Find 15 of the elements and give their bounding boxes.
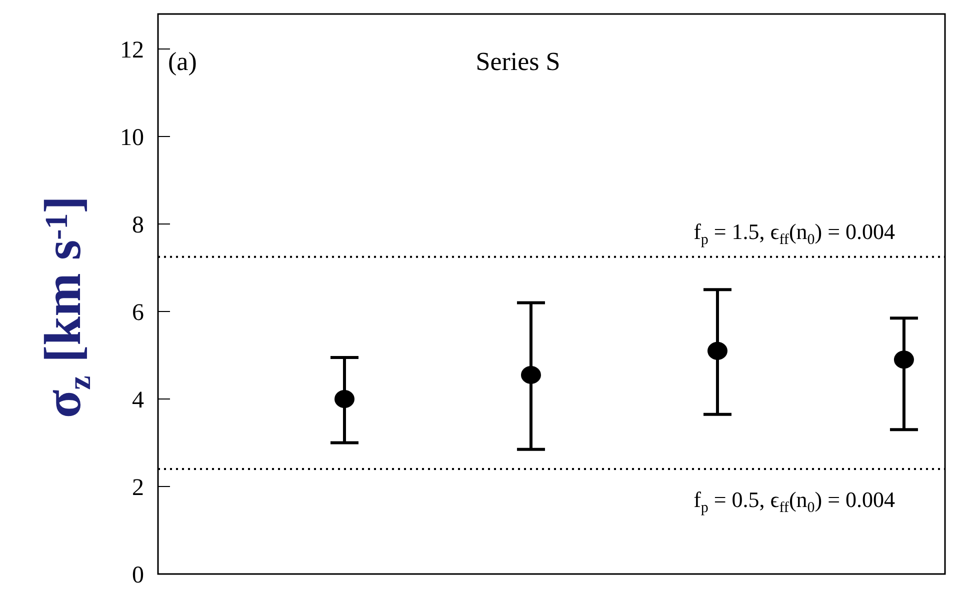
text: Series S	[476, 47, 560, 76]
point	[894, 350, 914, 369]
y-tick-label: 8	[132, 212, 144, 239]
annotation: (a)	[168, 47, 197, 76]
point	[334, 390, 354, 408]
y-tick-label: 4	[132, 388, 144, 414]
annotation: f$_{p}$ = 1.5, ϵ$_{ff}$(n$_{0}$) = 0.004	[694, 218, 895, 248]
y-tick-label: 2	[132, 475, 144, 502]
y-tick-label: 0	[132, 562, 144, 589]
annotation: f$_{p}$ = 0.5, ϵ$_{ff}$(n$_{0}$) = 0.004	[694, 487, 895, 516]
point	[520, 366, 541, 384]
y-tick-label: 6	[132, 300, 144, 326]
y-tick-label: 12	[120, 38, 144, 64]
y-tick-label: 10	[120, 125, 144, 152]
point	[707, 342, 728, 360]
